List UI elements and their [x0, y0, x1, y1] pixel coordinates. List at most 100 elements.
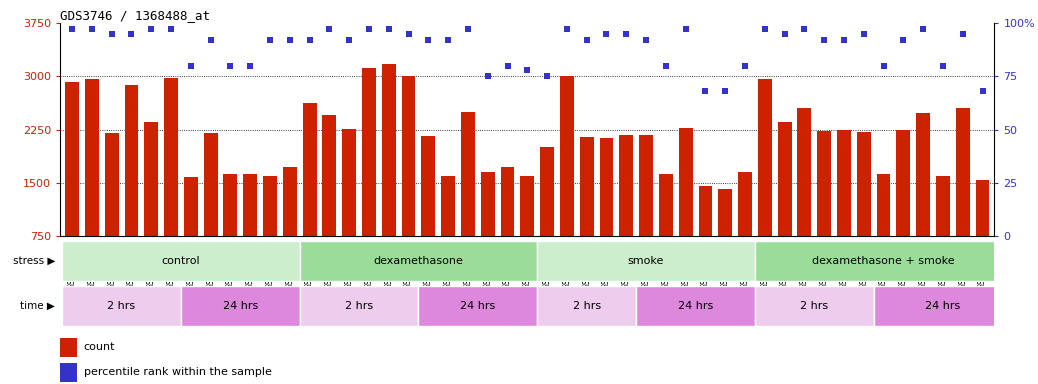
Bar	[897, 130, 910, 236]
Bar	[441, 176, 455, 236]
Point	[124, 31, 140, 37]
Text: 24 hrs: 24 hrs	[223, 301, 257, 311]
Bar	[144, 122, 158, 236]
Bar	[343, 129, 356, 236]
Point	[202, 37, 219, 43]
Bar	[679, 128, 692, 236]
Point	[242, 63, 258, 69]
Point	[737, 63, 754, 69]
Bar	[62, 241, 300, 281]
Point	[717, 88, 734, 94]
Bar	[421, 136, 435, 236]
Bar	[659, 174, 673, 236]
Point	[934, 63, 951, 69]
Bar	[300, 286, 418, 326]
Bar	[956, 108, 969, 236]
Bar	[105, 133, 118, 236]
Text: time ▶: time ▶	[20, 301, 55, 311]
Text: 2 hrs: 2 hrs	[573, 301, 601, 311]
Bar	[418, 286, 538, 326]
Bar	[797, 108, 812, 236]
Point	[657, 63, 674, 69]
Point	[836, 37, 852, 43]
Point	[440, 37, 457, 43]
Point	[499, 63, 516, 69]
Bar	[303, 103, 317, 236]
Bar	[164, 78, 177, 236]
Bar	[62, 286, 181, 326]
Bar	[362, 68, 376, 236]
Point	[262, 37, 278, 43]
Bar	[636, 286, 755, 326]
Bar	[85, 79, 99, 236]
Bar	[283, 167, 297, 236]
Bar	[758, 79, 771, 236]
Text: count: count	[83, 342, 115, 352]
Point	[183, 63, 199, 69]
Bar	[223, 174, 238, 236]
Point	[776, 31, 793, 37]
Text: 2 hrs: 2 hrs	[800, 301, 828, 311]
Bar	[718, 189, 732, 236]
Point	[222, 63, 239, 69]
Bar	[60, 362, 77, 382]
Text: dexamethasone: dexamethasone	[374, 256, 463, 266]
Bar	[874, 286, 1012, 326]
Point	[578, 37, 595, 43]
Bar	[817, 131, 831, 236]
Point	[637, 37, 654, 43]
Bar	[125, 85, 138, 236]
Bar	[538, 241, 755, 281]
Bar	[877, 174, 891, 236]
Text: 24 hrs: 24 hrs	[678, 301, 713, 311]
Bar	[559, 76, 574, 236]
Bar	[738, 172, 752, 236]
Point	[104, 31, 120, 37]
Bar	[243, 174, 257, 236]
Point	[816, 37, 832, 43]
Point	[480, 73, 496, 79]
Bar	[481, 172, 495, 236]
Point	[855, 31, 872, 37]
Point	[143, 26, 160, 33]
Bar	[620, 134, 633, 236]
Bar	[856, 132, 871, 236]
Point	[895, 37, 911, 43]
Bar	[402, 76, 415, 236]
Bar	[540, 147, 554, 236]
Point	[678, 26, 694, 33]
Bar	[184, 177, 198, 236]
Point	[598, 31, 614, 37]
Bar	[639, 135, 653, 236]
Point	[301, 37, 318, 43]
Bar	[382, 63, 395, 236]
Point	[796, 26, 813, 33]
Point	[281, 37, 298, 43]
Bar	[600, 138, 613, 236]
Point	[698, 88, 714, 94]
Point	[757, 26, 773, 33]
Point	[321, 26, 337, 33]
Point	[519, 67, 536, 73]
Point	[84, 26, 101, 33]
Bar	[263, 177, 277, 236]
Point	[914, 26, 931, 33]
Text: dexamethasone + smoke: dexamethasone + smoke	[813, 256, 955, 266]
Bar	[580, 137, 594, 236]
Bar	[461, 112, 474, 236]
Point	[618, 31, 634, 37]
Point	[163, 26, 180, 33]
Text: control: control	[162, 256, 200, 266]
Point	[360, 26, 377, 33]
Text: smoke: smoke	[628, 256, 664, 266]
Point	[340, 37, 357, 43]
Bar	[699, 187, 712, 236]
Bar	[538, 286, 636, 326]
Point	[401, 31, 417, 37]
Bar	[917, 113, 930, 236]
Bar	[60, 338, 77, 356]
Bar	[837, 130, 851, 236]
Point	[381, 26, 398, 33]
Text: stress ▶: stress ▶	[12, 256, 55, 266]
Point	[558, 26, 575, 33]
